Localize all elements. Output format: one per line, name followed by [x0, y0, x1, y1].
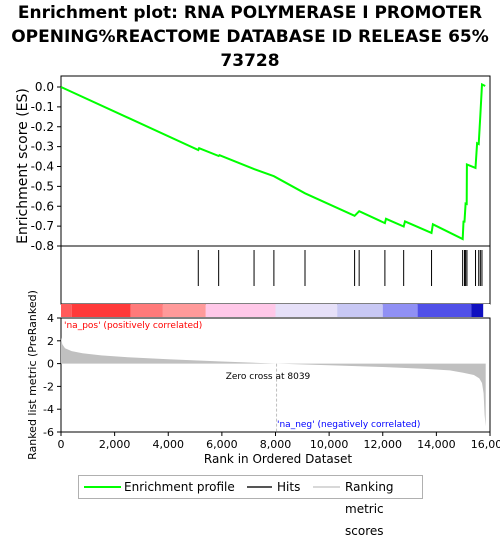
heat-segment [71, 304, 131, 317]
ranking-metric-area [61, 337, 486, 427]
heat-segment [275, 304, 338, 317]
x-axis-label: Rank in Ordered Dataset [204, 452, 352, 466]
es-y-tick-label: -0.8 [31, 239, 54, 253]
x-tick-label: 12,000 [364, 438, 403, 451]
chart-title-line-3: 73728 [220, 51, 280, 71]
x-tick-label: 14,000 [417, 438, 456, 451]
chart-title-line-1: Enrichment plot: RNA POLYMERASE I PROMOT… [17, 3, 483, 23]
heat-segment [483, 304, 490, 317]
pos-correlated-label: 'na_pos' (positively correlated) [64, 321, 202, 331]
legend-hits-label: Hits [277, 480, 301, 494]
es-y-tick-label: -0.7 [31, 219, 54, 233]
x-tick-label: 2,000 [99, 438, 131, 451]
zero-cross-label: Zero cross at 8039 [226, 372, 311, 382]
heat-segment [471, 304, 484, 317]
rank-y-tick-label: 4 [47, 312, 54, 325]
x-tick-label: 10,000 [310, 438, 349, 451]
es-plot-frame [60, 75, 491, 247]
heat-segment [162, 304, 206, 317]
x-tick-label: 16,000 [471, 438, 500, 451]
x-tick-label: 0 [58, 438, 65, 451]
rank-y-tick-label: -2 [43, 380, 54, 393]
es-y-tick-label: -0.1 [31, 100, 54, 114]
heat-segment [61, 304, 72, 317]
rank-y-tick-label: 2 [47, 335, 54, 348]
es-y-tick-label: -0.4 [31, 160, 54, 174]
es-y-tick-label: -0.2 [31, 120, 54, 134]
heat-segment [417, 304, 472, 317]
es-y-tick-label: -0.6 [31, 199, 54, 213]
legend-profile-label: Enrichment profile [124, 480, 235, 494]
es-y-tick-label: -0.3 [31, 140, 54, 154]
es-y-tick-label: -0.5 [31, 179, 54, 193]
hits-frame [60, 245, 491, 305]
legend-ranking-swatch [313, 486, 340, 488]
enrichment-figure: 0.0-0.1-0.2-0.3-0.4-0.5-0.6-0.7-0.8 420-… [15, 75, 500, 466]
hits-panel [60, 245, 491, 305]
legend-ranking-label: Ranking metric scores [345, 480, 394, 538]
heat-segment [205, 304, 276, 317]
neg-correlated-label: 'na_neg' (negatively correlated) [277, 420, 420, 430]
rank-y-tick-label: -4 [43, 403, 54, 416]
rank-y-axis-label: Ranked list metric (PreRanked) [26, 290, 39, 460]
legend-hits-swatch [247, 486, 272, 488]
chart-title-line-2: OPENING%REACTOME DATABASE ID RELEASE 65% [11, 27, 489, 47]
legend: Enrichment profile Hits Ranking metric s… [78, 475, 423, 538]
legend-profile-swatch [84, 486, 121, 488]
rank-y-tick-label: 0 [47, 358, 54, 371]
heat-segment [130, 304, 163, 317]
ranking-panel: 4 2 0 -2 -4 -6 0 2,000 4,000 6,000 8,000 10,000 12,0… [43, 312, 500, 451]
es-panel: 0.0 -0.1 -0.2 -0.3 -0.4 -0.5 -0.6 -0.7 -0.8 [31, 75, 491, 253]
heat-segment [337, 304, 383, 317]
es-y-tick-label: 0.0 [35, 80, 54, 94]
x-tick-label: 4,000 [153, 438, 185, 451]
ranking-heat-bar [61, 304, 490, 317]
heat-segment [382, 304, 418, 317]
x-tick-label: 8,000 [260, 438, 292, 451]
rank-y-tick-label: -6 [43, 426, 54, 439]
enrichment-profile-line [60, 82, 486, 241]
es-y-axis-label: Enrichment score (ES) [15, 88, 31, 244]
x-tick-label: 6,000 [206, 438, 238, 451]
